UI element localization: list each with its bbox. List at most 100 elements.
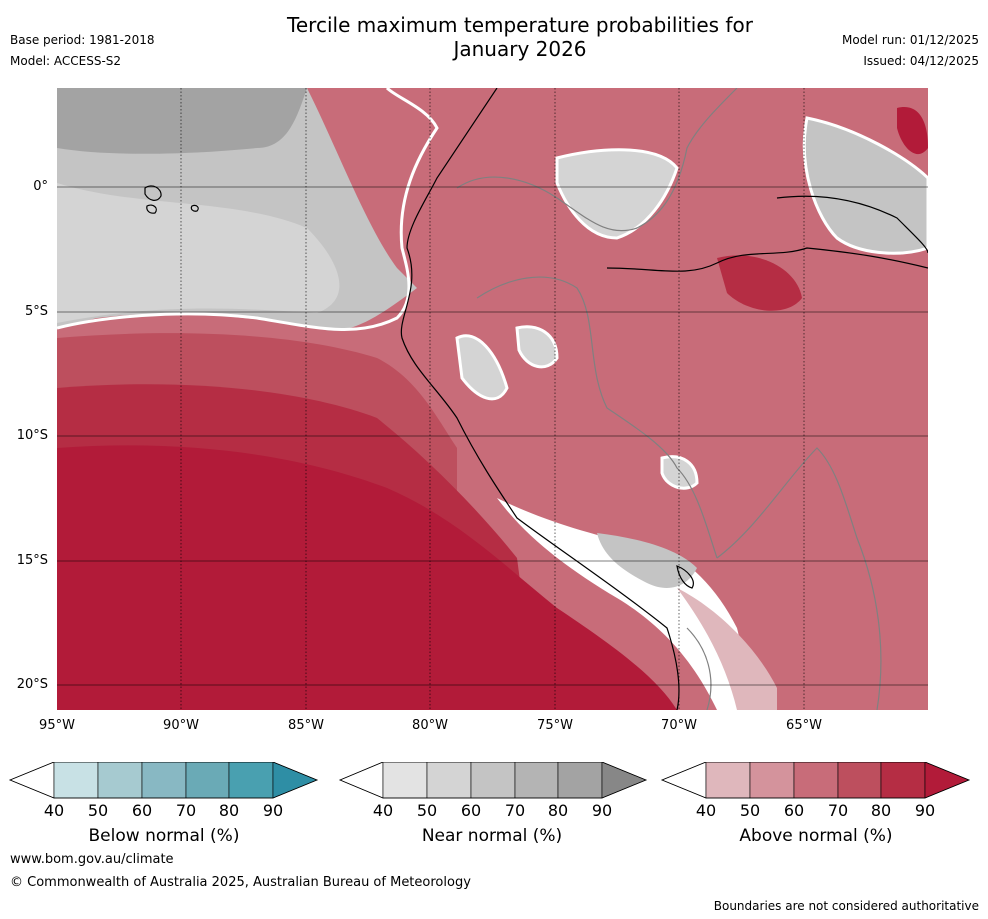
border-chile-bolivia [686,627,712,710]
near-normal-coastal-patch [455,334,509,401]
lon-tick-65w: 65°W [786,718,822,733]
colorbar-legend [8,762,971,799]
colorbar-near-normal [338,762,648,799]
lat-tick-15s: 15°S [16,553,48,568]
issued-date: Issued: 04/12/2025 [863,54,979,68]
cb-near-seg-2 [426,762,472,799]
colorbar-above-normal [660,762,971,799]
cb-near-tick-70: 70 [504,801,526,820]
near-normal-altiplano [497,498,745,710]
cb-near-seg-6 [601,762,647,799]
galapagos-islands [144,185,199,214]
cb-above-outline [660,762,971,799]
cb-near-tick-90: 90 [591,801,613,820]
longitude-gridlines [180,88,805,710]
cb-near-tick-50: 50 [416,801,438,820]
cb-above-seg-0 [661,762,707,799]
lat-tick-0: 0° [33,179,48,194]
cb-near-seg-5 [557,762,603,799]
cb-above-tick-50: 50 [739,801,761,820]
cb-below-seg-1 [53,762,99,799]
title-line-2: January 2026 [453,37,587,61]
northern-river [776,195,928,254]
lon-tick-95w: 95°W [39,718,75,733]
cb-above-tick-80: 80 [870,801,892,820]
cb-above-seg-1 [705,762,751,799]
near-normal-land-north [555,148,679,240]
cb-below-tick-70: 70 [175,801,197,820]
above-normal-40-band [677,588,777,710]
lon-tick-75w: 75°W [537,718,573,733]
model-name: Model: ACCESS-S2 [10,54,122,68]
cb-near-tick-40: 40 [372,801,394,820]
cb-near-seg-0 [339,762,384,799]
cb-above-label: Above normal (%) [739,826,893,846]
near-normal-contour [57,88,439,331]
cb-below-seg-5 [228,762,274,799]
above-normal-land-patch [717,255,802,311]
cb-near-seg-1 [382,762,428,799]
lon-tick-70w: 70°W [661,718,697,733]
galapagos-east [190,204,199,212]
cb-near-outline [338,762,648,799]
latitude-gridlines [57,186,928,686]
above-normal-90 [57,445,677,710]
lon-tick-90w: 90°W [163,718,199,733]
near-normal-light-band [57,183,340,323]
cb-below-tick-40: 40 [43,801,65,820]
lake-titicaca [676,565,694,589]
lon-tick-85w: 85°W [288,718,324,733]
border-bolivia-brazil [716,447,882,710]
near-normal-land-northeast [802,116,928,255]
cb-above-seg-3 [793,762,839,799]
coastline [400,88,680,710]
cb-above-tick-70: 70 [827,801,849,820]
meta-left: Base period: 1981-2018 Model: ACCESS-S2 [10,30,155,72]
website-link[interactable]: www.bom.gov.au/climate [10,852,174,867]
meta-right: Model run: 01/12/2025 Issued: 04/12/2025 [842,30,979,72]
cb-below-seg-0 [9,762,55,799]
galapagos-south [146,204,157,214]
cb-above-seg-6 [924,762,970,799]
cb-above-seg-5 [880,762,926,799]
title-line-1: Tercile maximum temperature probabilitie… [287,13,753,37]
lon-tick-80w: 80°W [412,718,448,733]
above-normal-northeast-patch [897,107,928,155]
galapagos-isabela [144,185,162,201]
border-colombia-ecuador-peru [456,88,738,232]
cb-above-seg-2 [749,762,795,799]
lat-tick-20s: 20°S [16,677,48,692]
cb-below-label: Below normal (%) [88,826,240,846]
amazon-river [606,247,928,272]
colorbar-below-normal [8,762,319,799]
border-peru-brazil-bolivia [476,276,718,559]
disclaimer: Boundaries are not considered authoritat… [713,899,979,913]
cb-above-tick-90: 90 [914,801,936,820]
lat-tick-5s: 5°S [24,304,48,319]
near-normal-andes-patch [515,325,559,369]
cb-below-tick-90: 90 [262,801,284,820]
near-normal-altiplano-core [597,533,697,588]
lat-tick-10s: 10°S [16,428,48,443]
cb-near-seg-4 [514,762,559,799]
cb-near-tick-80: 80 [547,801,569,820]
cb-below-seg-6 [272,762,318,799]
base-period: Base period: 1981-2018 [10,33,155,47]
cb-near-label: Near normal (%) [421,826,563,846]
cb-below-tick-60: 60 [131,801,153,820]
cb-above-seg-4 [837,762,882,799]
cb-below-seg-2 [97,762,143,799]
cb-below-tick-80: 80 [218,801,240,820]
map-title: Tercile maximum temperature probabilitie… [0,13,988,61]
cb-below-tick-50: 50 [87,801,109,820]
probability-map [57,88,928,710]
cb-below-seg-4 [185,762,230,799]
near-normal-strong-north [57,88,307,154]
near-normal-bolivia-patch [660,455,699,490]
cb-near-tick-60: 60 [460,801,482,820]
cb-below-outline [8,762,319,799]
copyright: © Commonwealth of Australia 2025, Austra… [10,875,471,890]
cb-below-seg-3 [141,762,187,799]
cb-above-tick-60: 60 [783,801,805,820]
cb-above-tick-40: 40 [695,801,717,820]
